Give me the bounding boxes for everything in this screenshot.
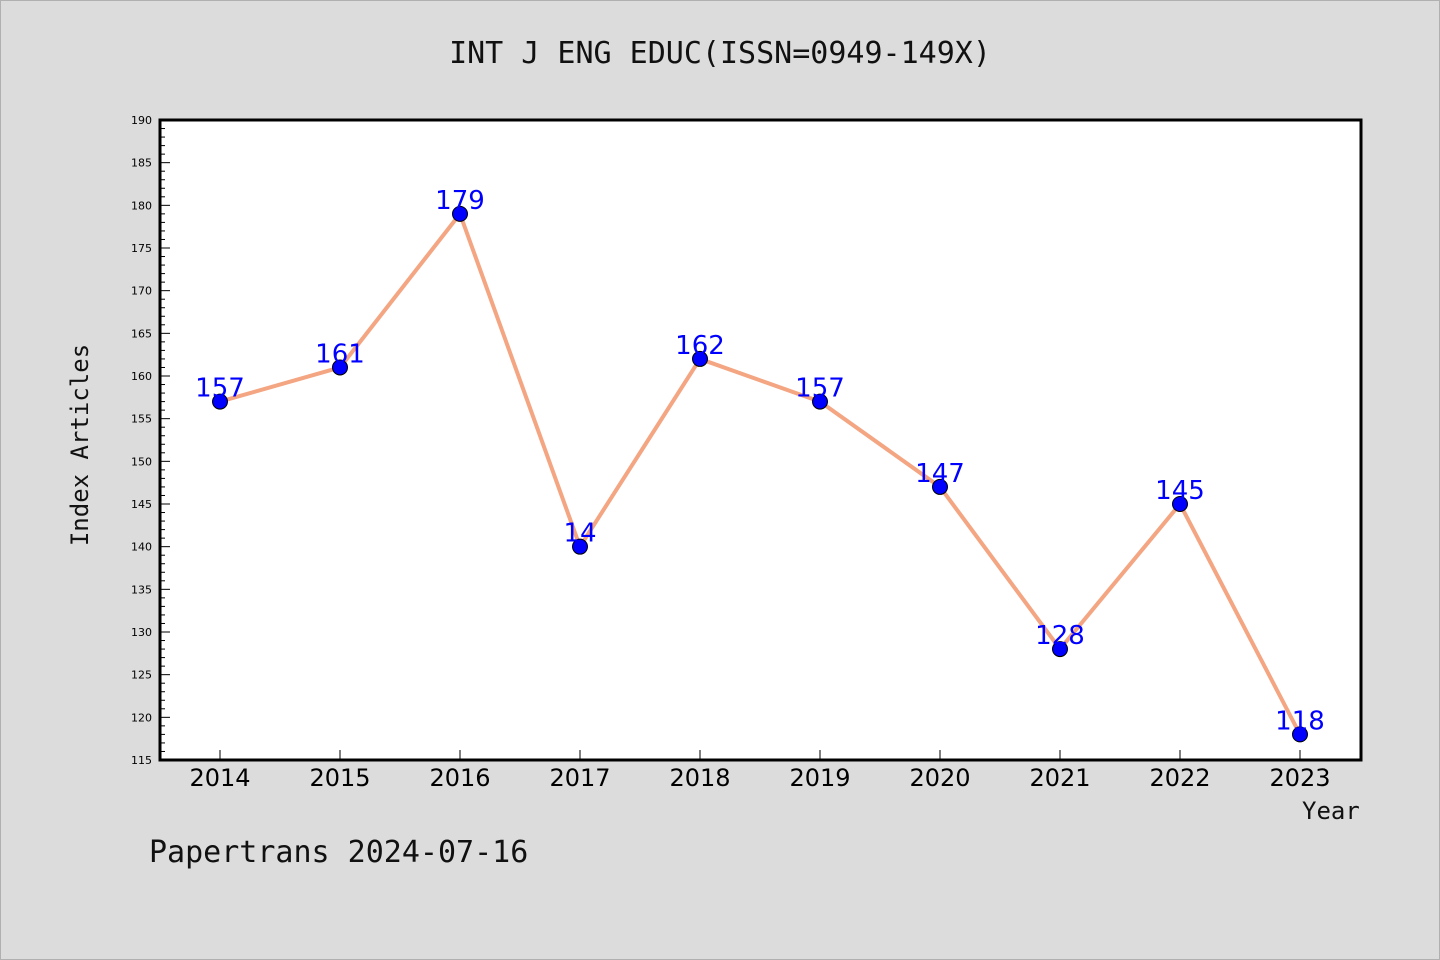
y-tick-label: 135 <box>131 583 152 596</box>
x-tick-label: 2020 <box>909 764 970 792</box>
data-points <box>212 205 1308 743</box>
y-tick-label: 145 <box>131 498 152 511</box>
y-tick-label: 125 <box>131 669 152 682</box>
data-point <box>212 393 228 410</box>
data-label: 118 <box>1275 706 1325 736</box>
data-label: 162 <box>675 331 725 361</box>
y-tick-label: 185 <box>131 157 152 170</box>
x-tick-label: 2017 <box>549 764 610 792</box>
data-point <box>332 359 348 376</box>
plot-area <box>158 118 1363 762</box>
y-tick-label: 180 <box>131 199 152 212</box>
x-axis-ticks: 2014 2015 2016 2017 2018 2019 2020 2021 2022 2023 <box>189 750 1331 792</box>
y-tick-label: 190 <box>131 114 152 127</box>
x-tick-label: 2014 <box>189 764 250 792</box>
y-tick-label: 170 <box>131 285 152 298</box>
data-label: 145 <box>1155 476 1205 506</box>
x-tick-label: 2023 <box>1269 764 1330 792</box>
y-tick-label: 120 <box>131 711 152 724</box>
y-axis-ticks: 115 120 125 130 135 140 145 150 155 160 165 170 175 1… <box>131 114 170 767</box>
data-label: 161 <box>315 339 365 369</box>
data-point <box>572 538 588 555</box>
data-label: 147 <box>915 459 965 489</box>
footer-text: Papertrans 2024-07-16 <box>149 835 529 870</box>
y-tick-label: 130 <box>131 626 152 639</box>
data-label: 157 <box>795 374 845 404</box>
chart-title: INT J ENG EDUC(ISSN=0949-149X) <box>449 36 991 71</box>
x-tick-label: 2019 <box>789 764 850 792</box>
y-tick-label: 150 <box>131 455 152 468</box>
y-tick-label: 140 <box>131 541 152 554</box>
y-tick-label: 175 <box>131 242 152 255</box>
data-label: 179 <box>435 186 485 216</box>
data-labels: 157 161 179 14 162 157 147 128 145 118 <box>195 186 1325 737</box>
data-point <box>452 205 468 222</box>
data-label: 14 <box>563 519 596 549</box>
x-tick-label: 2016 <box>429 764 490 792</box>
x-tick-label: 2015 <box>309 764 370 792</box>
data-point <box>1292 726 1308 743</box>
x-tick-label: 2022 <box>1149 764 1210 792</box>
y-tick-label: 115 <box>131 754 152 767</box>
y-tick-label: 160 <box>131 370 152 383</box>
data-label: 128 <box>1035 621 1085 651</box>
data-point <box>1172 496 1188 512</box>
data-label: 157 <box>195 374 245 404</box>
data-point <box>1052 641 1068 658</box>
x-tick-label: 2018 <box>669 764 730 792</box>
data-point <box>932 478 948 495</box>
series-line <box>219 211 1302 736</box>
data-point <box>692 350 708 367</box>
x-axis-label: Year <box>1302 797 1360 825</box>
x-tick-label: 2021 <box>1029 764 1090 792</box>
data-point <box>812 393 828 410</box>
y-tick-label: 155 <box>131 413 152 426</box>
y-tick-label: 165 <box>131 327 152 340</box>
